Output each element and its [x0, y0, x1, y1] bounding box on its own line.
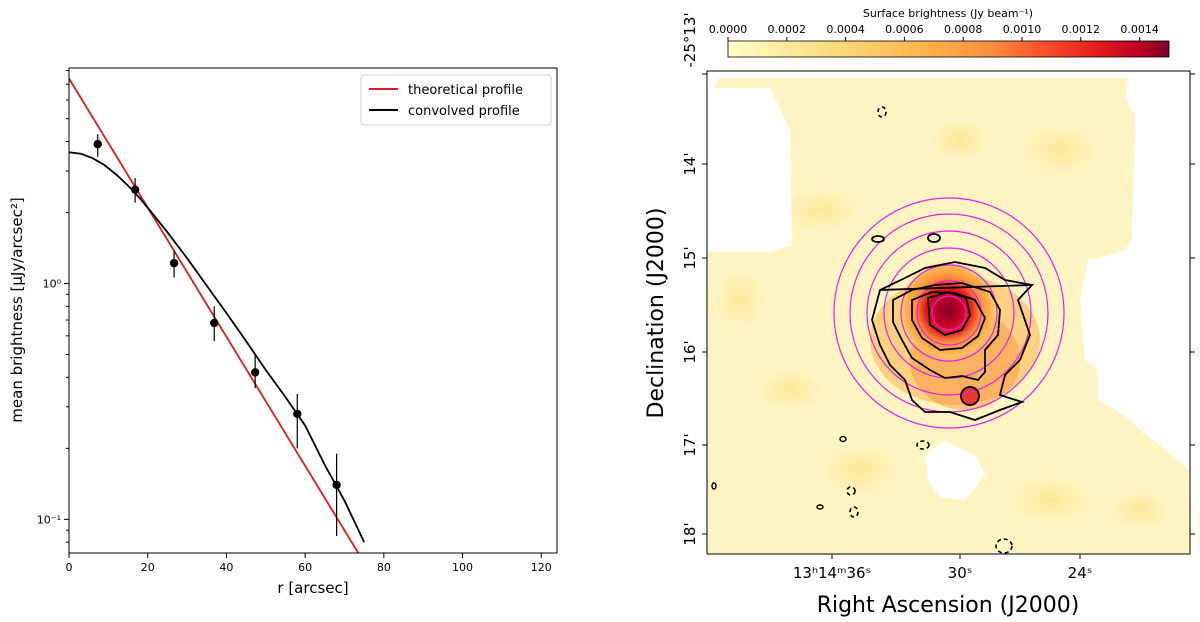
dec-tick-label: 15': [681, 246, 699, 269]
colorbar-tick-label: 0.0000: [709, 23, 748, 36]
right-y-axis-label: Declination (J2000): [644, 208, 669, 419]
radial-profile-chart: 0 20 40 60 80 100 120 10⁰ 10⁻¹ r [arcsec] mean …: [8, 67, 558, 597]
brightness-contours: [871, 233, 1035, 421]
y-tick-label: 10⁻¹: [37, 513, 61, 526]
colorbar-tick-label: 0.0006: [885, 23, 924, 36]
data-point: [293, 409, 302, 419]
legend-label-theoretical: theoretical profile: [408, 83, 523, 98]
no-data-hole-center: [925, 440, 985, 500]
small-contours: [711, 435, 847, 510]
data-point: [210, 318, 219, 328]
legend: theoretical profile convolved profile: [360, 74, 552, 126]
colorbar-tick-label: 0.0002: [768, 23, 807, 36]
legend-box: [360, 74, 552, 126]
x-tick-label: 20: [141, 561, 155, 574]
dec-tick-label: 16': [681, 340, 699, 363]
colorbar-tick-label: 0.0004: [826, 23, 865, 36]
x-tick-label: 100: [452, 561, 473, 574]
data-point: [332, 480, 341, 490]
left-y-axis-label: mean brightness [μJy/arcsec²]: [8, 197, 26, 422]
data-point: [93, 139, 102, 149]
ra-tick-label: 24ˢ: [1068, 564, 1093, 582]
sky-image: [707, 71, 1190, 554]
no-data-hole-left: [707, 88, 792, 252]
colorbar-label: Surface brightness (Jy beam⁻¹): [863, 7, 1033, 20]
dec-tick-label: 18': [681, 522, 699, 545]
dec-tick-label: -25°13': [681, 12, 699, 67]
x-tick-label: 0: [66, 561, 73, 574]
ra-tick-label: 30ˢ: [948, 564, 973, 582]
sky-map: Surface brightness (Jy beam⁻¹) 0.0000 0.0…: [644, 7, 1195, 618]
right-x-axis-label: Right Ascension (J2000): [817, 593, 1080, 618]
colorbar: [727, 40, 1170, 58]
colorbar-tick-label: 0.0014: [1120, 23, 1159, 36]
sky-map-frame: [706, 70, 1191, 555]
data-point: [169, 258, 179, 268]
legend-label-convolved: convolved profile: [408, 104, 520, 119]
series-line-convolved: [69, 151, 366, 543]
negative-contours: [846, 106, 1013, 554]
left-x-axis-label: r [arcsec]: [277, 579, 348, 597]
ra-tick-label: 13ʰ14ᵐ36ˢ: [793, 564, 871, 582]
y-tick-label: 10⁰: [43, 278, 62, 291]
colorbar-tick-label: 0.0008: [944, 23, 983, 36]
colorbar-tick-label: 0.0010: [1003, 23, 1042, 36]
dec-tick-label: 14': [681, 152, 699, 175]
left-plot-frame: [68, 67, 558, 554]
x-tick-label: 40: [219, 561, 233, 574]
x-tick-label: 120: [531, 561, 552, 574]
x-tick-label: 80: [377, 561, 391, 574]
dec-tick-label: 17': [681, 433, 699, 456]
left-plot-area: [69, 68, 557, 553]
colorbar-tick-label: 0.0012: [1062, 23, 1101, 36]
data-point: [130, 185, 140, 194]
x-tick-label: 60: [298, 561, 312, 574]
data-point: [250, 368, 260, 377]
